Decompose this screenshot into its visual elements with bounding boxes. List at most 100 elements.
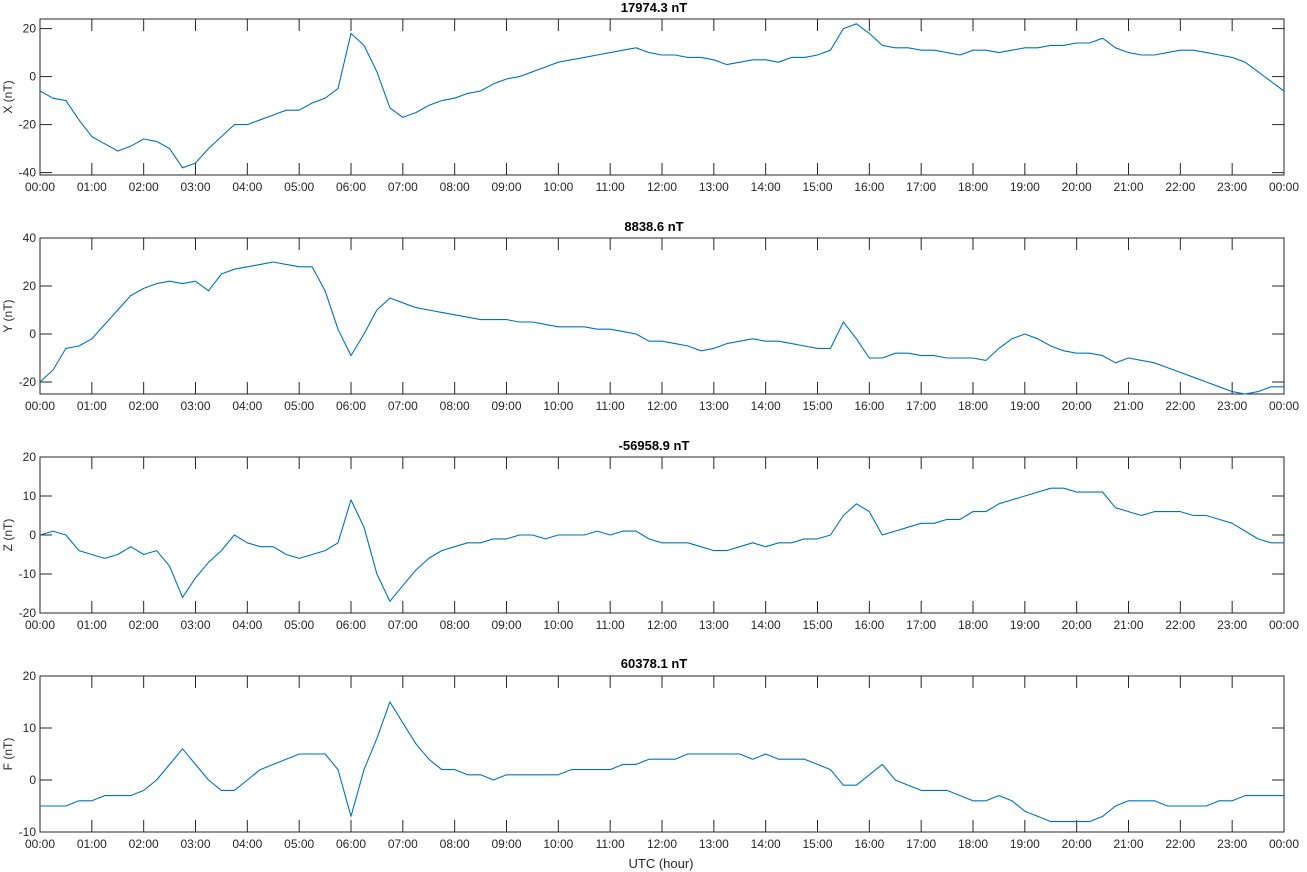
x-tick-label: 01:00 xyxy=(77,180,107,194)
panel-f: 60378.1 nT F (nT) 00:00 01:00 02:00 03:00 04… xyxy=(1,656,1299,851)
x-tick-label: 05:00 xyxy=(284,399,314,413)
x-tick-label: 04:00 xyxy=(232,837,262,851)
x-tick-label: 02:00 xyxy=(129,399,159,413)
x-tick-label: 10:00 xyxy=(543,399,573,413)
x-tick-label: 03:00 xyxy=(180,837,210,851)
x-tick-label: 04:00 xyxy=(232,180,262,194)
x-tick-label: 06:00 xyxy=(336,399,366,413)
x-tick-label: 00:00 xyxy=(25,837,55,851)
y-tick-label: -20 xyxy=(19,606,37,620)
x-tick-label: 03:00 xyxy=(180,618,210,632)
x-tick-label: 00:00 xyxy=(1269,399,1299,413)
x-tick-label: 20:00 xyxy=(1062,837,1092,851)
x-tick-label: 19:00 xyxy=(1010,399,1040,413)
series-line xyxy=(39,487,1284,602)
x-tick-label: 00:00 xyxy=(25,180,55,194)
y-tick-label: -10 xyxy=(19,567,37,581)
x-tick-label: 23:00 xyxy=(1217,618,1247,632)
x-tick-label: 14:00 xyxy=(751,180,781,194)
x-tick-label: 23:00 xyxy=(1217,837,1247,851)
x-tick-label: 15:00 xyxy=(802,837,832,851)
x-tick-label: 16:00 xyxy=(854,618,884,632)
y-tick-label: 0 xyxy=(29,327,36,341)
x-tick-label: 07:00 xyxy=(388,399,418,413)
x-tick-label: 09:00 xyxy=(491,399,521,413)
x-tick-label: 01:00 xyxy=(77,618,107,632)
x-tick-label: 22:00 xyxy=(1165,180,1195,194)
x-tick-label: 06:00 xyxy=(336,618,366,632)
x-tick-label: 02:00 xyxy=(129,618,159,632)
y-tick-label: 40 xyxy=(23,231,37,245)
y-tick-label: -40 xyxy=(19,166,37,180)
x-tick-label: 23:00 xyxy=(1217,399,1247,413)
x-tick-label: 23:00 xyxy=(1217,180,1247,194)
x-tick-label: 15:00 xyxy=(802,180,832,194)
y-tick-label: 10 xyxy=(23,721,37,735)
x-tick-label: 01:00 xyxy=(77,399,107,413)
x-tick-label: 21:00 xyxy=(1113,837,1143,851)
x-tick-label: 13:00 xyxy=(699,399,729,413)
axes-box xyxy=(39,237,1285,395)
x-tick-label: 19:00 xyxy=(1010,180,1040,194)
y-tick-label: 10 xyxy=(23,489,37,503)
panel-x: 17974.3 nT X (nT) 00:00 01:00 02:00 03:00 04… xyxy=(1,0,1299,194)
x-tick-label: 16:00 xyxy=(854,180,884,194)
x-tick-label: 17:00 xyxy=(906,837,936,851)
x-tick-label: 11:00 xyxy=(596,837,625,851)
y-tick-label: 0 xyxy=(29,70,36,84)
x-tick-label: 12:00 xyxy=(647,837,677,851)
panel-y: 8838.6 nT Y (nT) 00:00 01:00 02:00 03:00 04:… xyxy=(1,219,1299,413)
axes-box xyxy=(39,18,1285,176)
x-tick-label: 13:00 xyxy=(699,180,729,194)
x-tick-label: 05:00 xyxy=(284,618,314,632)
x-tick-label: 20:00 xyxy=(1062,618,1092,632)
x-tick-label: 15:00 xyxy=(802,399,832,413)
y-tick-label: -20 xyxy=(19,375,37,389)
x-tick-label: 22:00 xyxy=(1165,837,1195,851)
panel-z: -56958.9 nT Z (nT) 00:00 01:00 02:00 03:00 0… xyxy=(1,438,1299,632)
x-tick-label: 10:00 xyxy=(543,618,573,632)
x-tick-label: 09:00 xyxy=(491,837,521,851)
x-tick-label: 18:00 xyxy=(958,180,988,194)
x-tick-label: 13:00 xyxy=(699,618,729,632)
panel-title: 60378.1 nT xyxy=(621,656,688,671)
y-tick-label: 20 xyxy=(23,669,37,683)
y-axis-label: Y (nT) xyxy=(1,299,15,332)
x-tick-label: 11:00 xyxy=(596,399,625,413)
series-line xyxy=(40,701,1284,823)
y-tick-label: 20 xyxy=(23,450,37,464)
x-tick-label: 20:00 xyxy=(1062,399,1092,413)
x-tick-label: 14:00 xyxy=(751,618,781,632)
y-axis-label: X (nT) xyxy=(1,80,15,113)
x-tick-label: 00:00 xyxy=(1269,837,1299,851)
x-tick-label: 21:00 xyxy=(1113,180,1143,194)
x-tick-label: 11:00 xyxy=(596,180,625,194)
y-tick-label: 20 xyxy=(23,279,37,293)
x-tick-label: 14:00 xyxy=(751,399,781,413)
y-axis-label: F (nT) xyxy=(1,738,15,771)
x-tick-label: 12:00 xyxy=(647,618,677,632)
axes-box xyxy=(39,675,1285,833)
x-tick-label: 10:00 xyxy=(543,837,573,851)
x-tick-label: 00:00 xyxy=(25,399,55,413)
x-tick-label: 00:00 xyxy=(25,618,55,632)
x-tick-label: 15:00 xyxy=(802,618,832,632)
x-tick-label: 16:00 xyxy=(854,837,884,851)
x-tick-label: 03:00 xyxy=(180,399,210,413)
x-tick-label: 21:00 xyxy=(1113,399,1143,413)
x-tick-label: 06:00 xyxy=(336,180,366,194)
y-axis-label: Z (nT) xyxy=(1,519,15,552)
series-line xyxy=(39,261,1284,395)
x-tick-label: 07:00 xyxy=(388,618,418,632)
x-tick-label: 22:00 xyxy=(1165,399,1195,413)
x-tick-label: 02:00 xyxy=(129,180,159,194)
x-tick-label: 02:00 xyxy=(129,837,159,851)
x-tick-label: 18:00 xyxy=(958,399,988,413)
x-tick-label: 17:00 xyxy=(906,180,936,194)
x-tick-label: 17:00 xyxy=(906,618,936,632)
x-tick-label: 08:00 xyxy=(440,837,470,851)
series-line xyxy=(39,23,1285,169)
y-tick-label: 0 xyxy=(29,773,36,787)
axes-box xyxy=(39,456,1285,614)
